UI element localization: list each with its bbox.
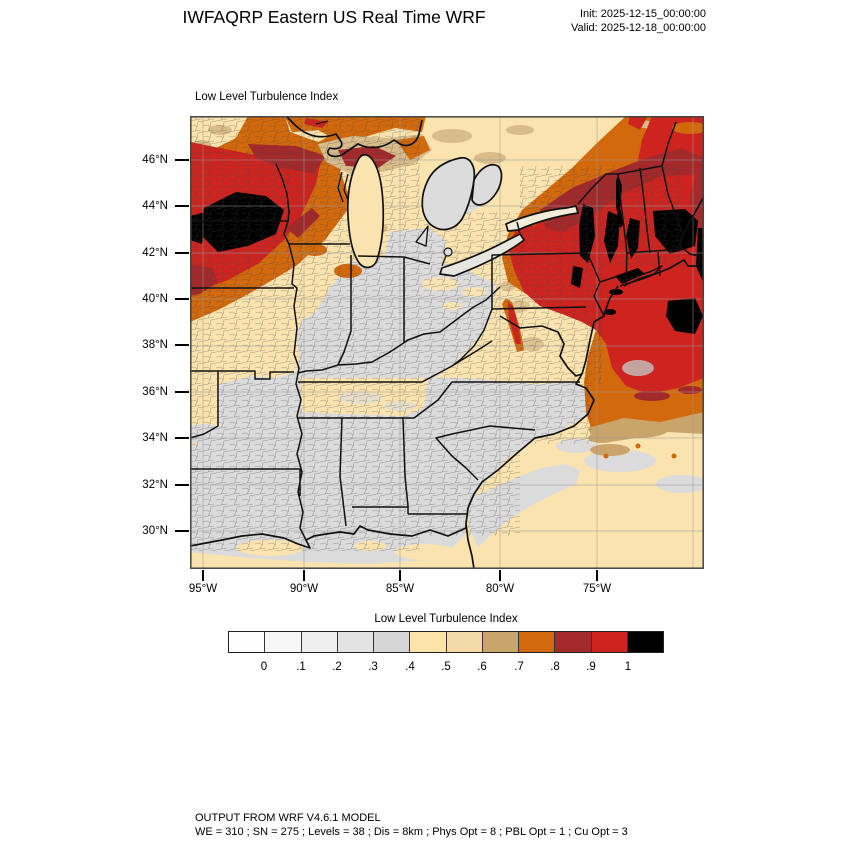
lon-tick-mark xyxy=(303,570,305,581)
lon-tick-label: 80°W xyxy=(485,583,515,595)
lat-tick-mark xyxy=(175,344,189,346)
legend-cell xyxy=(265,632,302,652)
lat-tick-mark xyxy=(175,437,189,439)
colorbar-tick-label: .9 xyxy=(586,661,596,673)
init-time: Init: 2025-12-15_00:00:00 xyxy=(580,8,706,20)
colorbar-tick-label: .3 xyxy=(368,661,378,673)
lat-tick-label: 38°N xyxy=(142,339,168,351)
colorbar-tick-label: .2 xyxy=(332,661,342,673)
lon-tick-mark xyxy=(202,570,204,581)
colorbar-tick-label: 1 xyxy=(624,661,632,673)
lake-erie xyxy=(439,233,525,277)
map-frame xyxy=(190,116,704,569)
lat-tick-label: 42°N xyxy=(142,247,168,259)
colorbar-tick-label: .8 xyxy=(550,661,560,673)
lat-tick-label: 30°N xyxy=(142,525,168,537)
legend-cell xyxy=(374,632,411,652)
legend-cell xyxy=(410,632,447,652)
lat-tick-mark xyxy=(175,298,189,300)
colorbar-tick-label: .7 xyxy=(514,661,524,673)
model-config-line: WE = 310 ; SN = 275 ; Levels = 38 ; Dis … xyxy=(195,826,628,838)
lon-tick-label: 95°W xyxy=(188,583,218,595)
lake-michigan xyxy=(346,154,385,269)
legend-cell xyxy=(229,632,266,652)
colorbar-tick-label: 0 xyxy=(260,661,268,673)
lat-tick-mark xyxy=(175,530,189,532)
legend-cell xyxy=(591,632,628,652)
lon-tick-mark xyxy=(596,570,598,581)
map-panel-title: Low Level Turbulence Index xyxy=(195,91,339,103)
lat-tick-label: 36°N xyxy=(142,386,168,398)
colorbar-tick-label: .5 xyxy=(441,661,451,673)
great-lakes xyxy=(285,116,624,277)
lat-tick-mark xyxy=(175,159,189,161)
lat-tick-label: 46°N xyxy=(142,154,168,166)
legend-cell xyxy=(482,632,519,652)
coastline xyxy=(190,195,704,569)
model-output-line: OUTPUT FROM WRF V4.6.1 MODEL xyxy=(195,812,381,824)
state-borders xyxy=(190,121,683,541)
lat-tick-mark xyxy=(175,252,189,254)
lake-huron xyxy=(421,156,476,231)
lon-tick-label: 85°W xyxy=(385,583,415,595)
saginaw-bay xyxy=(415,225,429,247)
colorbar-title: Low Level Turbulence Index xyxy=(374,613,518,625)
lat-tick-label: 40°N xyxy=(142,293,168,305)
legend-cell xyxy=(555,632,592,652)
lat-tick-label: 34°N xyxy=(142,432,168,444)
lon-tick-label: 75°W xyxy=(582,583,612,595)
legend-cell xyxy=(446,632,483,652)
colorbar-tick-label: .6 xyxy=(477,661,487,673)
isle-royale xyxy=(315,120,329,125)
colorbar-tick-label: .4 xyxy=(405,661,415,673)
legend-cell xyxy=(337,632,374,652)
lat-tick-mark xyxy=(175,205,189,207)
lon-tick-mark xyxy=(399,570,401,581)
lon-tick-mark xyxy=(499,570,501,581)
legend-colorbar xyxy=(228,631,664,653)
lake-ontario xyxy=(505,205,579,232)
colorbar-tick-label: .1 xyxy=(296,661,306,673)
green-bay xyxy=(337,171,349,203)
legend-cell xyxy=(301,632,338,652)
turbulence-map xyxy=(190,116,704,569)
page-title: IWFAQRP Eastern US Real Time WRF xyxy=(182,7,486,27)
legend-cell xyxy=(519,632,556,652)
run-times: Init: 2025-12-15_00:00:00 Valid: 2025-12… xyxy=(536,8,706,35)
lake-superior-shore xyxy=(285,116,423,158)
legend-cell xyxy=(627,632,663,652)
detroit-river xyxy=(441,255,447,267)
lake-st-clair xyxy=(443,247,453,257)
lat-tick-label: 32°N xyxy=(142,479,168,491)
lat-tick-label: 44°N xyxy=(142,200,168,212)
lon-tick-label: 90°W xyxy=(289,583,319,595)
lat-tick-mark xyxy=(175,484,189,486)
valid-time: Valid: 2025-12-18_00:00:00 xyxy=(571,21,706,34)
georgian-bay xyxy=(471,163,503,206)
lat-tick-mark xyxy=(175,391,189,393)
